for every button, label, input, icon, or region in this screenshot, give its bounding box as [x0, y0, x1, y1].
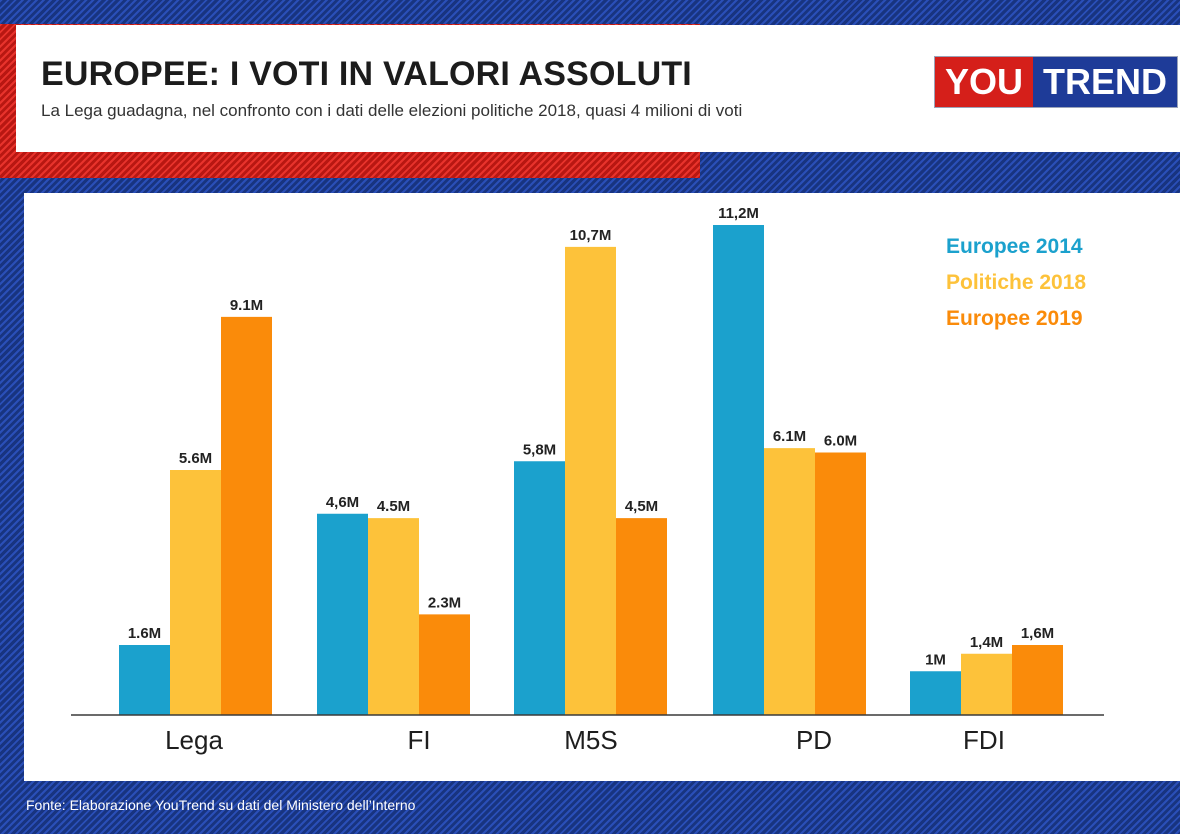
bar-fdi-series-1 — [961, 653, 1012, 715]
bar-value-label-pd-series-0: 11,2M — [718, 205, 759, 222]
chart-title: EUROPEE: I VOTI IN VALORI ASSOLUTI — [41, 55, 692, 93]
bar-pd-series-1 — [764, 448, 815, 715]
bar-pd-series-0 — [713, 225, 764, 715]
youtrend-logo: YOU TREND — [935, 57, 1178, 107]
bar-lega-series-0 — [119, 645, 170, 715]
bar-lega-series-2 — [221, 316, 272, 715]
legend-item-europee-2014: Europee 2014 — [946, 235, 1083, 258]
bar-fi-series-2 — [419, 614, 470, 715]
chart-legend: Europee 2014 Politiche 2018 Europee 2019 — [946, 229, 1086, 337]
category-label-m5s: M5S — [564, 725, 617, 755]
bar-pd-series-2 — [815, 452, 866, 715]
bar-chart: 1.6M 5.6M 9.1M Lega 4,6M 4.5M 2.3M FI 5,8M 10,7M 4… — [71, 205, 1104, 755]
category-label-lega: Lega — [165, 725, 223, 755]
category-label-pd: PD — [796, 725, 832, 755]
bar-value-label-lega-series-0: 1.6M — [128, 625, 161, 642]
bar-m5s-series-1 — [565, 246, 616, 715]
bar-fi-series-1 — [368, 518, 419, 715]
legend-item-politiche-2018: Politiche 2018 — [946, 271, 1087, 294]
header: EUROPEE: I VOTI IN VALORI ASSOLUTI La Le… — [16, 25, 1180, 152]
bar-fdi-series-0 — [910, 671, 961, 715]
category-label-fi: FI — [407, 725, 430, 755]
category-label-fdi: FDI — [963, 725, 1005, 755]
chart-subtitle: La Lega guadagna, nel confronto con i da… — [41, 101, 743, 120]
bar-value-label-fi-series-0: 4,6M — [326, 494, 359, 511]
bar-value-label-lega-series-2: 9.1M — [230, 297, 263, 314]
bar-value-label-pd-series-1: 6.1M — [773, 428, 806, 445]
bar-lega-series-1 — [170, 470, 221, 715]
bar-value-label-m5s-series-1: 10,7M — [570, 227, 612, 244]
bar-fi-series-0 — [317, 513, 368, 715]
chart-panel: 1.6M 5.6M 9.1M Lega 4,6M 4.5M 2.3M FI 5,8M 10,7M 4… — [24, 193, 1180, 781]
bar-value-label-lega-series-1: 5.6M — [179, 450, 212, 467]
legend-item-europee-2019: Europee 2019 — [946, 307, 1083, 330]
bar-fdi-series-2 — [1012, 645, 1063, 715]
bar-value-label-fi-series-1: 4.5M — [377, 498, 410, 515]
bar-value-label-pd-series-2: 6.0M — [824, 433, 857, 450]
bar-value-label-fdi-series-0: 1M — [925, 651, 946, 668]
bar-value-label-m5s-series-0: 5,8M — [523, 441, 556, 458]
bar-m5s-series-2 — [616, 518, 667, 715]
bar-value-label-m5s-series-2: 4,5M — [625, 498, 658, 515]
bar-m5s-series-0 — [514, 461, 565, 715]
bar-value-label-fdi-series-1: 1,4M — [970, 634, 1003, 651]
logo-part-you: YOU — [935, 57, 1034, 107]
bar-value-label-fdi-series-2: 1,6M — [1021, 625, 1054, 642]
source-note: Fonte: Elaborazione YouTrend su dati del… — [26, 797, 416, 813]
bar-value-label-fi-series-2: 2.3M — [428, 594, 461, 611]
logo-part-trend: TREND — [1033, 57, 1178, 107]
